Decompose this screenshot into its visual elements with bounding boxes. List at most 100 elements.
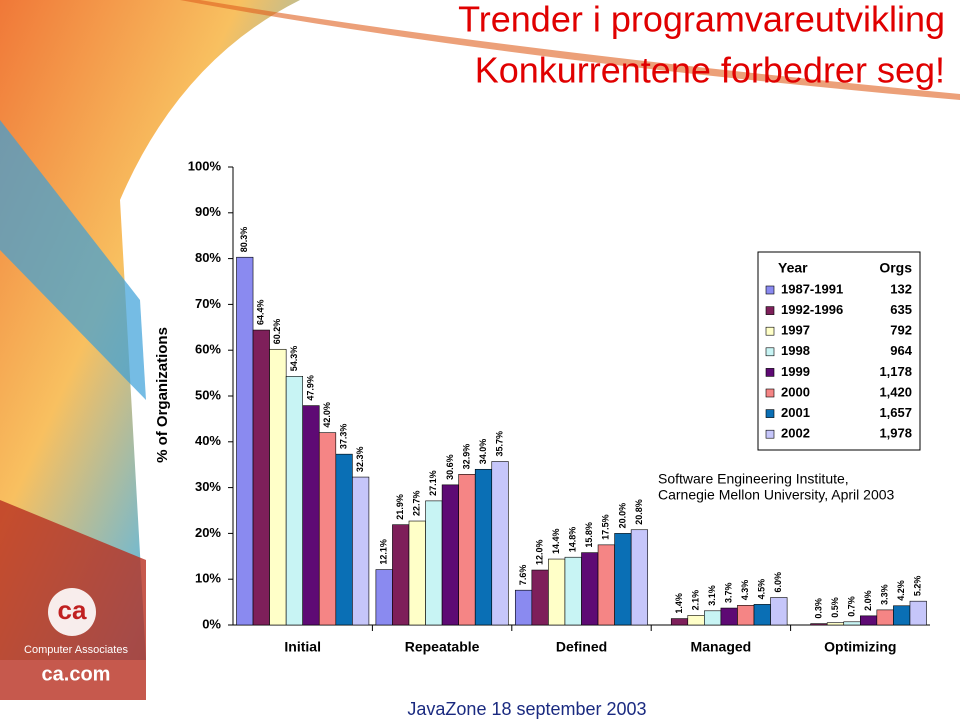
legend-label: 1987-1991 [781, 281, 843, 296]
bar [720, 607, 738, 626]
bar [392, 524, 410, 626]
legend-label: 1997 [781, 323, 810, 338]
legend-swatch [765, 285, 775, 295]
value-label: 2.1% [690, 590, 700, 611]
value-label: 4.2% [896, 580, 906, 601]
value-label: 60.2% [272, 319, 282, 345]
value-label: 1.4% [674, 593, 684, 614]
value-label: 6.0% [773, 572, 783, 593]
value-label: 21.9% [395, 494, 405, 520]
bar [826, 622, 845, 626]
bar [531, 569, 549, 626]
bar [335, 453, 353, 626]
legend-label: 1998 [781, 343, 810, 358]
value-label: 80.3% [239, 227, 249, 253]
x-tick-label: Managed [691, 639, 752, 655]
value-label: 15.8% [584, 522, 594, 548]
legend-swatch [765, 326, 775, 336]
bar [597, 544, 615, 626]
legend-label: 1999 [781, 364, 810, 379]
y-tick-label: 100% [188, 158, 222, 173]
legend-swatch [765, 368, 775, 377]
bar [630, 529, 649, 626]
value-label: 4.3% [740, 580, 750, 601]
bar [458, 474, 476, 626]
bar [893, 605, 911, 626]
value-label: 20.8% [634, 499, 644, 525]
value-label: 30.6% [445, 454, 455, 480]
bar [408, 520, 426, 626]
y-tick-label: 90% [195, 204, 221, 219]
y-tick-label: 10% [195, 571, 221, 586]
legend-label: 1992-1996 [781, 302, 843, 317]
decoration [180, 0, 960, 100]
bar [269, 348, 287, 626]
legend-label: 2000 [781, 384, 810, 399]
bar [737, 605, 755, 626]
x-tick-label: Optimizing [824, 639, 896, 655]
bar [687, 615, 705, 626]
value-label: 37.3% [338, 424, 348, 450]
bar [285, 376, 303, 626]
bar [670, 618, 689, 626]
value-label: 12.1% [379, 539, 389, 565]
y-tick-label: 40% [195, 433, 221, 448]
bar [614, 533, 632, 626]
value-label: 32.9% [461, 444, 471, 470]
y-tick-label: 30% [195, 479, 221, 494]
value-label: 3.7% [724, 583, 734, 604]
value-label: 27.1% [428, 470, 438, 496]
value-label: 14.8% [568, 527, 578, 553]
value-label: 42.0% [322, 402, 332, 428]
value-label: 64.4% [256, 300, 266, 326]
legend-orgs: 132 [890, 281, 912, 296]
value-label: 7.6% [518, 565, 528, 586]
value-label: 4.5% [757, 579, 767, 600]
bar [843, 621, 861, 626]
value-label: 0.7% [846, 596, 856, 617]
bar [375, 569, 393, 626]
value-label: 32.3% [355, 447, 365, 473]
value-label: 12.0% [534, 540, 544, 566]
legend-header: Orgs [879, 260, 912, 276]
y-tick-label: 50% [195, 387, 221, 402]
legend-header: Year [778, 260, 808, 276]
bar [770, 597, 788, 626]
logo-company: Computer Associates [24, 644, 128, 656]
legend-orgs: 635 [890, 302, 912, 317]
x-tick-label: Initial [284, 639, 321, 655]
source: Software Engineering Institute, [658, 471, 849, 487]
legend-swatch [765, 429, 775, 439]
legend [757, 251, 921, 451]
bar [909, 600, 927, 626]
legend-label: 2001 [781, 405, 810, 420]
value-label: 17.5% [601, 514, 611, 540]
bar [564, 556, 582, 626]
y-tick-label: 70% [195, 296, 221, 311]
bar [876, 609, 894, 626]
value-label: 14.4% [551, 529, 561, 555]
bar [491, 461, 509, 626]
logo-mark: ca [58, 595, 87, 625]
value-label: 0.3% [813, 598, 823, 619]
bar [859, 615, 878, 626]
decoration [0, 0, 300, 660]
legend-swatch [765, 388, 775, 398]
legend-swatch [765, 347, 775, 357]
title: Konkurrentene forbedrer seg! [475, 50, 945, 91]
decoration [0, 120, 146, 400]
y-tick-label: 60% [195, 342, 221, 357]
value-label: 34.0% [478, 439, 488, 465]
value-label: 22.7% [412, 491, 422, 517]
value-label: 0.5% [830, 597, 840, 618]
bar [252, 329, 270, 626]
value-label: 5.2% [913, 576, 923, 597]
legend-swatch [765, 409, 775, 418]
x-tick-label: Repeatable [405, 639, 480, 655]
legend-orgs: 792 [890, 323, 912, 338]
bar [318, 432, 337, 626]
bar [704, 610, 722, 626]
value-label: 54.3% [289, 346, 299, 372]
